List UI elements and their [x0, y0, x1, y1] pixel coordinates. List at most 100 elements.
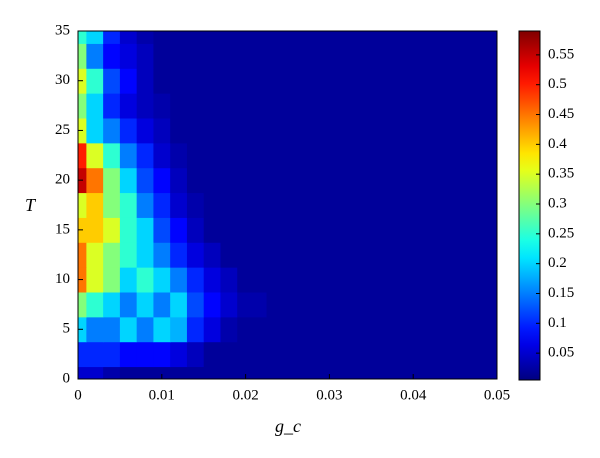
contour-cell: [308, 43, 372, 69]
contour-cell: [237, 142, 268, 169]
contour-cell: [203, 93, 221, 119]
contour-cell: [103, 292, 121, 318]
contour-cell: [153, 192, 171, 218]
contour-cell: [371, 31, 456, 44]
contour-cell: [237, 267, 268, 293]
contour-cell: [86, 292, 104, 318]
contour-cell: [371, 142, 456, 169]
contour-cell: [170, 93, 188, 119]
contour-cell: [455, 316, 498, 343]
contour-cell: [103, 43, 121, 69]
y-tick-label: 30: [55, 72, 70, 88]
contour-cell: [220, 242, 238, 268]
contour-cell: [119, 31, 138, 44]
contour-cell: [308, 31, 372, 44]
contour-cell: [186, 292, 205, 318]
contour-cell: [266, 93, 309, 119]
contour-cell: [371, 43, 456, 69]
contour-cell: [153, 167, 171, 194]
contour-cell: [455, 267, 498, 293]
contour-cell: [103, 242, 121, 268]
contour-cell: [371, 242, 456, 268]
contour-cell: [220, 341, 238, 368]
contour-cell: [170, 242, 188, 268]
contour-cell: [371, 118, 456, 144]
colorbar-tick-label: 0.15: [548, 285, 574, 301]
contour-cell: [170, 366, 188, 380]
contour-cell: [153, 68, 171, 94]
x-tick-label: 0.05: [484, 387, 510, 403]
y-tick-label: 0: [63, 370, 71, 386]
contour-cell: [119, 118, 138, 144]
contour-cell: [136, 43, 154, 69]
contour-cell: [153, 292, 171, 318]
contour-cell: [119, 167, 138, 194]
colorbar-tick-label: 0.5: [548, 76, 567, 92]
contour-cell: [119, 142, 138, 169]
contour-cell: [136, 366, 154, 380]
colorbar-tick-label: 0.45: [548, 106, 574, 122]
contour-cell: [455, 341, 498, 368]
contour-cell: [103, 192, 121, 218]
x-tick-label: 0: [74, 387, 82, 403]
contour-cell: [153, 242, 171, 268]
contour-cell: [203, 68, 221, 94]
x-tick-label: 0.02: [232, 387, 258, 403]
contour-cell: [86, 43, 104, 69]
contour-cell: [203, 43, 221, 69]
contour-cell: [266, 192, 309, 218]
contour-cell: [86, 142, 104, 169]
contour-cell: [237, 118, 268, 144]
contour-cell: [308, 242, 372, 268]
contour-cell: [237, 167, 268, 194]
contour-cell: [371, 217, 456, 243]
contour-cell: [220, 192, 238, 218]
contour-cell: [103, 142, 121, 169]
contour-cell: [153, 316, 171, 343]
contour-cell: [170, 267, 188, 293]
contour-cell: [103, 267, 121, 293]
contour-cell: [186, 43, 205, 69]
contour-cell: [203, 242, 221, 268]
contour-cell: [186, 242, 205, 268]
contour-cell: [186, 366, 205, 380]
contour-cell: [136, 118, 154, 144]
contour-cell: [119, 192, 138, 218]
colorbar: 0.05 0.1 0.15 0.2 0.25 0.3 0.35 0.4 0.45 0.5 0.55: [518, 30, 574, 381]
contour-cell: [186, 93, 205, 119]
contour-cell: [308, 366, 372, 380]
contour-cell: [186, 167, 205, 194]
contour-cell: [371, 167, 456, 194]
contour-cell: [186, 31, 205, 44]
contour-cell: [371, 316, 456, 343]
contour-cell: [103, 118, 121, 144]
contour-cell: [170, 217, 188, 243]
contour-cell: [103, 366, 121, 380]
colorbar-tick-label: 0.25: [548, 225, 574, 241]
y-tick-label: 35: [55, 22, 70, 38]
contour-cell: [371, 341, 456, 368]
contour-cell: [308, 142, 372, 169]
colorbar-tick-label: 0.05: [548, 345, 574, 361]
contour-cell: [78, 142, 87, 169]
contour-cell: [220, 31, 238, 44]
contour-cell: [220, 93, 238, 119]
contour-cell: [78, 43, 87, 69]
contour-cell: [103, 68, 121, 94]
contour-cell: [220, 267, 238, 293]
contour-cell: [203, 167, 221, 194]
contour-cell: [203, 142, 221, 169]
contour-cell: [203, 292, 221, 318]
contour-cell: [136, 167, 154, 194]
contour-cell: [455, 292, 498, 318]
contour-cell: [308, 217, 372, 243]
contour-cell: [170, 292, 188, 318]
contour-cell: [170, 118, 188, 144]
contour-cell: [86, 217, 104, 243]
contour-cell: [78, 192, 87, 218]
contour-cell: [237, 316, 268, 343]
contour-cell: [371, 93, 456, 119]
contour-cell: [136, 68, 154, 94]
contour-cell: [119, 93, 138, 119]
